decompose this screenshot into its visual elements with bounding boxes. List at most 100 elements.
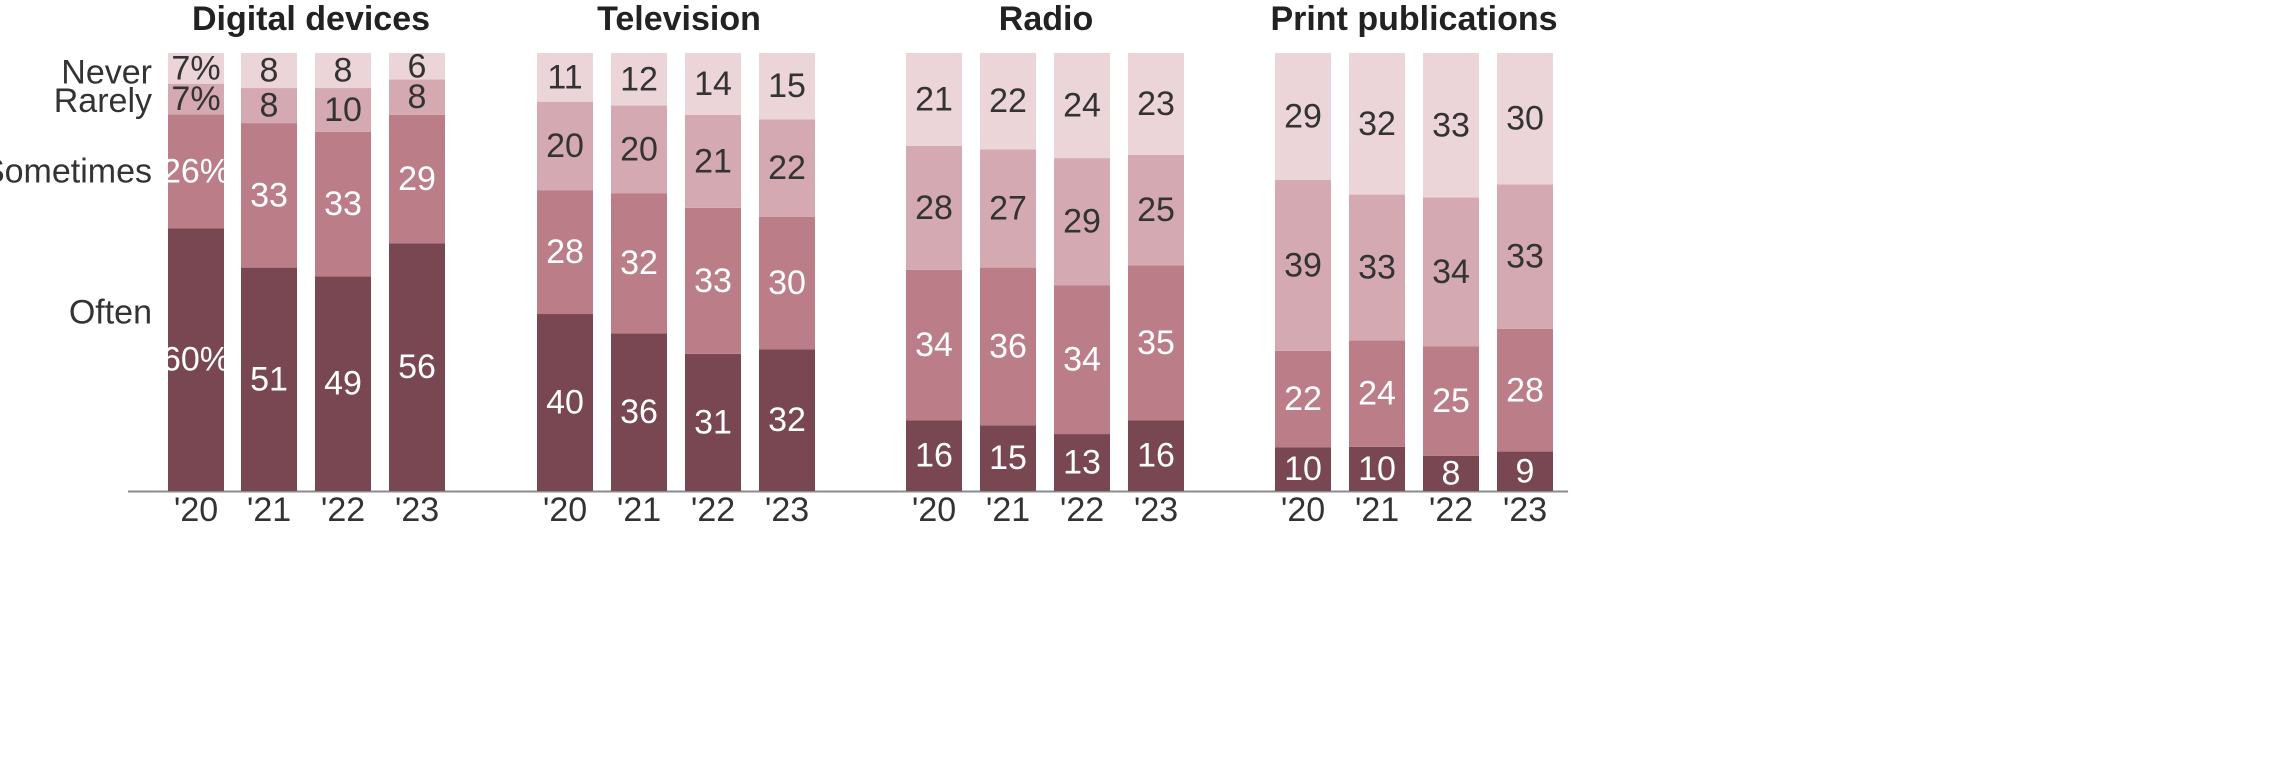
- bar-radio-22: 13 34 29 24 '22: [1054, 53, 1110, 529]
- data-label-often: 16: [1137, 437, 1175, 475]
- data-label-sometimes: 36: [989, 327, 1027, 365]
- segment-often: [759, 349, 815, 491]
- segment-never: [537, 53, 593, 102]
- segment-rarely: [611, 105, 667, 194]
- data-label-sometimes: 34: [915, 326, 953, 364]
- data-label-sometimes: 33: [324, 185, 362, 223]
- segment-sometimes: [315, 131, 371, 277]
- x-tick-label: '23: [1503, 491, 1547, 529]
- segment-sometimes: [759, 216, 815, 350]
- segment-often: [1275, 447, 1331, 491]
- segment-rarely: [685, 114, 741, 208]
- data-label-often: 60%: [162, 341, 230, 379]
- segment-sometimes: [685, 207, 741, 354]
- segment-often: [537, 314, 593, 491]
- data-label-often: 15: [989, 439, 1027, 477]
- data-label-never: 33: [1432, 106, 1470, 144]
- legend-label-never: Never: [61, 53, 152, 91]
- data-label-often: 31: [694, 403, 732, 441]
- data-label-often: 36: [620, 393, 658, 431]
- data-label-never: 21: [915, 80, 953, 118]
- x-tick-label: '22: [321, 491, 365, 529]
- bar-print-publications-21: 10 24 33 32 '21: [1349, 53, 1405, 529]
- bar-radio-23: 16 35 25 23 '23: [1128, 53, 1184, 529]
- data-label-often: 9: [1516, 452, 1535, 490]
- segment-rarely: [389, 79, 445, 115]
- segment-sometimes: [1275, 350, 1331, 448]
- data-label-often: 32: [768, 401, 806, 439]
- data-label-sometimes: 22: [1284, 380, 1322, 418]
- data-label-sometimes: 25: [1432, 382, 1470, 420]
- data-label-sometimes: 26%: [162, 152, 230, 190]
- data-label-rarely: 8: [408, 78, 427, 116]
- data-label-rarely: 39: [1284, 246, 1322, 284]
- data-label-sometimes: 28: [546, 233, 584, 271]
- segment-rarely: [537, 101, 593, 191]
- data-label-often: 13: [1063, 444, 1101, 482]
- segment-sometimes: [1128, 265, 1184, 421]
- segment-never: [1054, 53, 1110, 159]
- panel-title: Print publications: [1270, 0, 1557, 38]
- panel-print-publications: Print publications10223929'2010243332'21…: [1270, 0, 1557, 529]
- segment-rarely: [1275, 180, 1331, 351]
- segment-never: [389, 53, 445, 80]
- segment-rarely: [1497, 184, 1553, 329]
- segment-sometimes: [389, 114, 445, 244]
- legend-label-sometimes: Sometimes: [0, 152, 152, 190]
- data-label-rarely: 27: [989, 189, 1027, 227]
- segment-sometimes: [906, 269, 962, 421]
- x-tick-label: '22: [1060, 491, 1104, 529]
- segment-rarely: [1423, 197, 1479, 347]
- data-label-never: 24: [1063, 87, 1101, 125]
- segment-never: [759, 53, 815, 120]
- segment-never: [611, 53, 667, 106]
- data-label-never: 30: [1506, 100, 1544, 138]
- segment-rarely: [1054, 158, 1110, 286]
- bar-print-publications-23: 9 28 33 30 '23: [1497, 53, 1553, 529]
- chart-panels: Digital devices60%26%7%7%'20513388'21493…: [128, 0, 1568, 529]
- segment-often: [685, 353, 741, 491]
- segment-rarely: [1128, 154, 1184, 266]
- bar-radio-20: 16 34 28 21 '20: [906, 53, 962, 529]
- panel-digital-devices: Digital devices60%26%7%7%'20513388'21493…: [162, 0, 445, 529]
- data-label-rarely: 8: [260, 87, 279, 125]
- data-label-rarely: 10: [324, 91, 362, 129]
- bar-digital-devices-21: 51 33 88 '21: [241, 52, 297, 529]
- data-label-never: 8: [260, 52, 279, 90]
- x-tick-label: '20: [912, 491, 956, 529]
- data-label-sometimes: 32: [620, 244, 658, 282]
- data-label-often: 10: [1358, 450, 1396, 488]
- x-tick-label: '23: [1134, 491, 1178, 529]
- x-tick-label: '21: [247, 491, 291, 529]
- data-label-sometimes: 33: [250, 176, 288, 214]
- data-label-sometimes: 28: [1506, 371, 1544, 409]
- segment-never: [906, 53, 962, 146]
- data-label-rarely: 20: [546, 127, 584, 165]
- data-label-sometimes: 34: [1063, 341, 1101, 379]
- legend-label-rarely: Rarely: [54, 82, 152, 120]
- bar-print-publications-20: 10 22 39 29 '20: [1275, 53, 1331, 529]
- x-tick-label: '23: [395, 491, 439, 529]
- segment-sometimes: [1423, 346, 1479, 456]
- data-label-never: 6: [408, 47, 427, 85]
- segment-often: [1423, 455, 1479, 491]
- data-label-never: 7%: [171, 49, 220, 87]
- segment-sometimes: [980, 267, 1036, 426]
- segment-rarely: [241, 88, 297, 124]
- x-tick-label: '22: [691, 491, 735, 529]
- segment-sometimes: [1497, 328, 1553, 452]
- bar-television-23: 32 30 22 15 '23: [759, 53, 815, 529]
- data-label-never: 23: [1137, 85, 1175, 123]
- x-tick-label: '20: [1281, 491, 1325, 529]
- segment-often: [389, 243, 445, 491]
- bar-print-publications-22: 8 25 34 33 '22: [1423, 53, 1479, 529]
- data-label-often: 16: [915, 437, 953, 475]
- data-label-sometimes: 24: [1358, 375, 1396, 413]
- segment-rarely: [168, 83, 224, 115]
- panel-radio: Radio 16 34 28 21 '20 15 36 27 22 '21 13 34 29 24 '22 16…: [906, 0, 1184, 529]
- segment-rarely: [315, 88, 371, 132]
- segment-rarely: [980, 149, 1036, 268]
- segment-never: [1497, 53, 1553, 185]
- segment-sometimes: [1054, 285, 1110, 435]
